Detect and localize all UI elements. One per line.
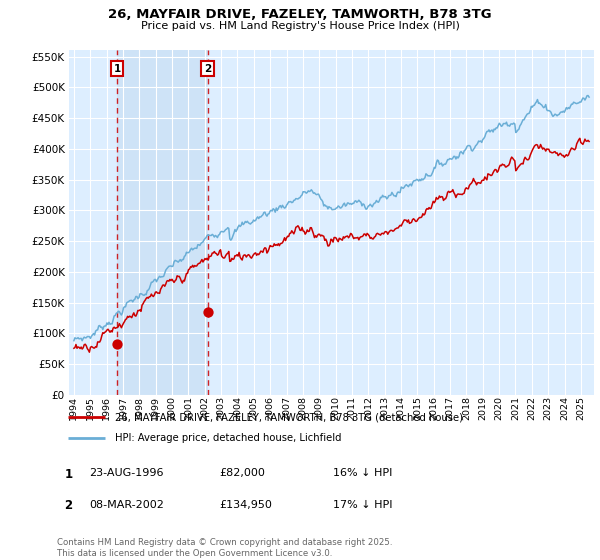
Text: £134,950: £134,950 xyxy=(219,500,272,510)
Text: 17% ↓ HPI: 17% ↓ HPI xyxy=(333,500,392,510)
Text: 08-MAR-2002: 08-MAR-2002 xyxy=(89,500,164,510)
Point xyxy=(112,340,122,349)
Text: 2: 2 xyxy=(204,64,211,74)
Text: Price paid vs. HM Land Registry's House Price Index (HPI): Price paid vs. HM Land Registry's House … xyxy=(140,21,460,31)
Text: 1: 1 xyxy=(113,64,121,74)
Text: Contains HM Land Registry data © Crown copyright and database right 2025.
This d: Contains HM Land Registry data © Crown c… xyxy=(57,538,392,558)
Bar xyxy=(117,50,208,395)
Text: 26, MAYFAIR DRIVE, FAZELEY, TAMWORTH, B78 3TG: 26, MAYFAIR DRIVE, FAZELEY, TAMWORTH, B7… xyxy=(108,8,492,21)
Text: 23-AUG-1996: 23-AUG-1996 xyxy=(89,468,163,478)
Text: 26, MAYFAIR DRIVE, FAZELEY, TAMWORTH, B78 3TG (detached house): 26, MAYFAIR DRIVE, FAZELEY, TAMWORTH, B7… xyxy=(115,412,463,422)
Text: 16% ↓ HPI: 16% ↓ HPI xyxy=(333,468,392,478)
Text: HPI: Average price, detached house, Lichfield: HPI: Average price, detached house, Lich… xyxy=(115,433,341,444)
Text: 2: 2 xyxy=(64,500,73,512)
Point xyxy=(203,307,212,316)
Text: 1: 1 xyxy=(64,468,73,480)
Text: £82,000: £82,000 xyxy=(219,468,265,478)
